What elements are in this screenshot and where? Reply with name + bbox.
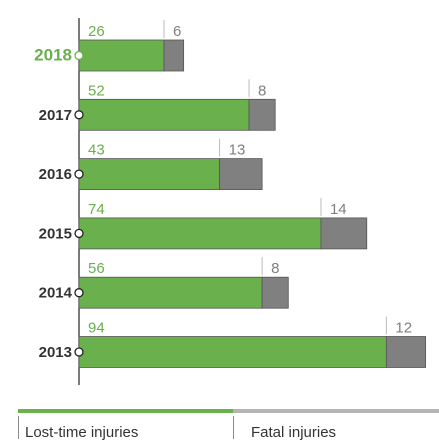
axis-marker-2015	[74, 228, 84, 239]
tick-label-2013: 2013	[39, 344, 72, 361]
tick-label-2016: 2016	[39, 166, 72, 183]
bar-fatal-2014	[261, 276, 289, 309]
label-fatal-2015: 14	[330, 201, 347, 218]
label-lost-time-2014: 56	[88, 260, 105, 277]
tick-label-2017: 2017	[39, 107, 72, 124]
axis-marker-2014	[74, 288, 84, 298]
bar-lost-time-2018	[78, 39, 165, 72]
label-lost-time-2018: 26	[88, 23, 105, 40]
label-fatal-2014: 8	[271, 260, 279, 277]
label-fatal-2018: 6	[173, 23, 181, 40]
bar-fatal-2015	[320, 217, 368, 250]
bar-fatal-2016	[219, 158, 263, 191]
axis-marker-2017	[74, 110, 84, 120]
label-fatal-2017: 8	[258, 82, 266, 99]
bar-lost-time-2013	[78, 336, 387, 368]
label-lost-time-2013: 94	[88, 320, 105, 337]
bar-lost-time-2015	[78, 217, 322, 250]
label-lost-time-2017: 52	[88, 82, 105, 99]
bar-lost-time-2017	[78, 98, 250, 131]
bar-lost-time-2016	[78, 158, 221, 191]
axis-marker-2013	[74, 347, 84, 357]
bar-fatal-2018	[163, 39, 185, 72]
label-lost-time-2016: 43	[88, 142, 105, 159]
label-fatal-2013: 12	[395, 320, 412, 337]
bar-fatal-2017	[248, 98, 276, 131]
bar-fatal-2013	[385, 336, 427, 368]
axis-marker-2016	[74, 169, 84, 179]
axis-marker-2018	[74, 50, 84, 61]
tick-label-2015: 2015	[39, 225, 72, 242]
bar-lost-time-2014	[78, 276, 263, 309]
tick-label-2014: 2014	[39, 285, 73, 302]
tick-label-2018: 2018	[34, 46, 72, 65]
label-fatal-2016: 13	[229, 142, 246, 159]
label-lost-time-2015: 74	[88, 201, 105, 218]
